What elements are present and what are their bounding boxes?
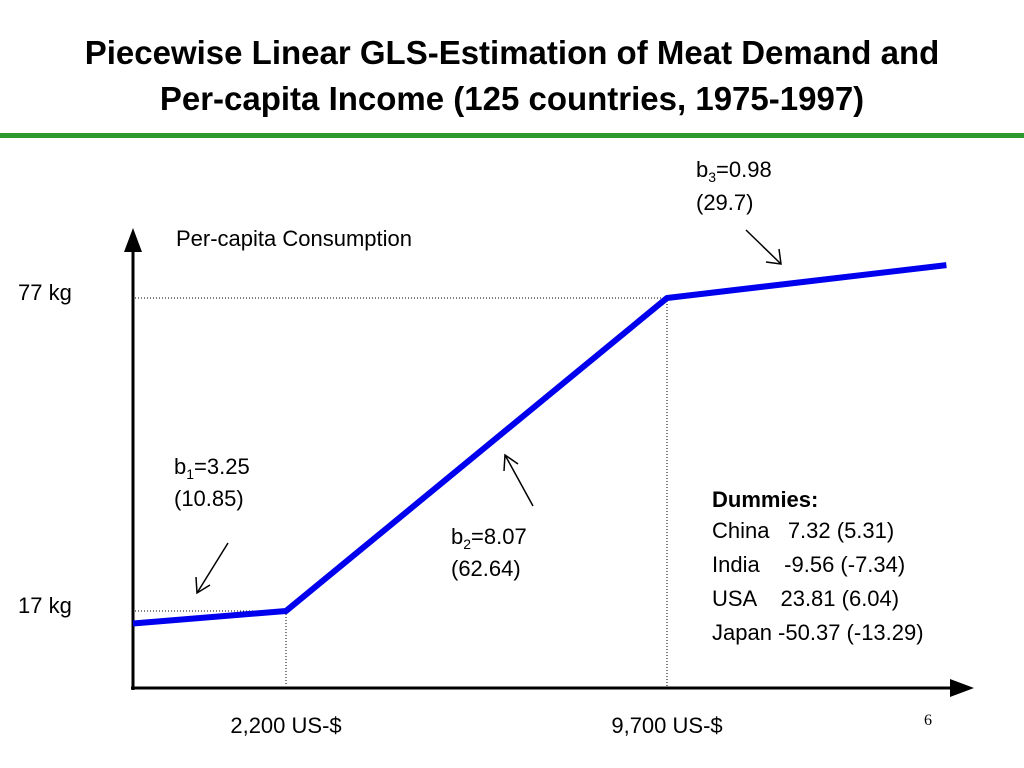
regression-line	[132, 262, 947, 627]
b2-tstat: (62.64)	[451, 556, 521, 581]
dummy-row-japan: Japan -50.37 (-13.29)	[712, 620, 924, 645]
b3-arrow-shaft	[745, 229, 782, 265]
y-axis-title: Per-capita Consumption	[176, 226, 412, 251]
annotation-b1: b1=3.25 (10.85)	[174, 454, 250, 595]
b3-label: b3=0.98	[696, 157, 772, 185]
series-line	[132, 262, 947, 627]
y-axis-arrowhead	[124, 228, 142, 252]
page-number: 6	[924, 712, 932, 729]
x-tick-label: 2,200 US-$	[230, 713, 341, 738]
x-tick-label: 9,700 US-$	[611, 713, 722, 738]
dummy-row-china: China 7.32 (5.31)	[712, 518, 894, 543]
title-divider	[0, 133, 1024, 138]
dummy-row-india: India -9.56 (-7.34)	[712, 552, 905, 577]
b1-label: b1=3.25	[174, 454, 250, 482]
axes	[124, 228, 974, 697]
title-line-1: Piecewise Linear GLS-Estimation of Meat …	[84, 34, 940, 71]
axis-labels: Per-capita Consumption 77 kg 17 kg 2,200 U…	[18, 226, 723, 738]
dummies-heading: Dummies:	[712, 487, 818, 512]
b1-tstat: (10.85)	[174, 486, 244, 511]
b1-arrow-head	[195, 576, 211, 595]
b2-label: b2=8.07	[451, 524, 527, 552]
b2-arrow-head	[503, 453, 519, 472]
annotation-b2: b2=8.07 (62.64)	[451, 453, 534, 581]
dummy-row-usa: USA 23.81 (6.04)	[712, 586, 899, 611]
y-tick-label: 17 kg	[18, 593, 72, 618]
b2-arrow-shaft	[504, 454, 534, 507]
title-line-2: Per-capita Income (125 countries, 1975-1…	[159, 80, 865, 117]
b3-arrow-head	[765, 248, 782, 265]
x-axis-arrowhead	[950, 679, 974, 697]
slide-title: Piecewise Linear GLS-Estimation of Meat …	[0, 30, 1024, 122]
annotation-b3: b3=0.98 (29.7)	[696, 157, 782, 265]
y-tick-label: 77 kg	[18, 280, 72, 305]
b1-arrow-shaft	[196, 542, 229, 594]
b3-tstat: (29.7)	[696, 190, 753, 215]
dummies-block: Dummies: China 7.32 (5.31) India -9.56 (…	[712, 487, 924, 645]
guide-lines	[135, 297, 668, 686]
